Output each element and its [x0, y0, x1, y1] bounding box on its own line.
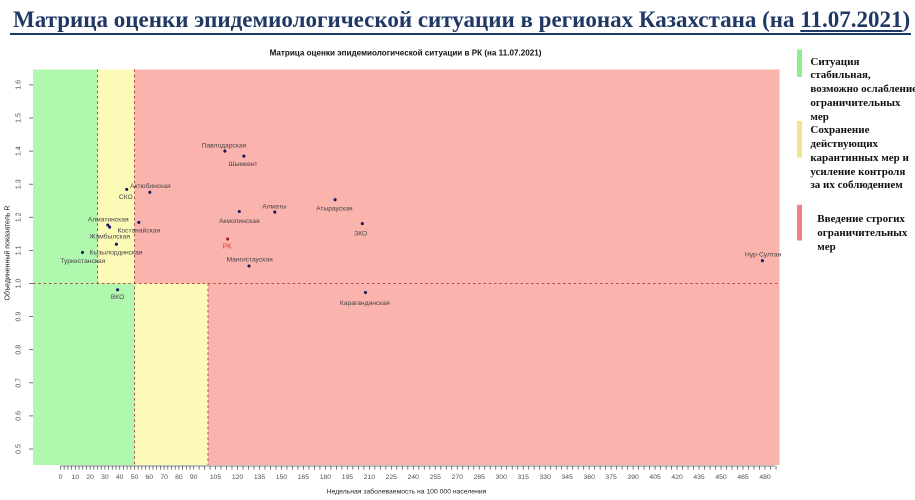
svg-text:0: 0	[59, 474, 63, 481]
svg-text:285: 285	[474, 474, 486, 481]
svg-text:465: 465	[737, 474, 749, 481]
svg-text:Объединенный показатель R: Объединенный показатель R	[3, 206, 11, 301]
svg-text:Шымкент: Шымкент	[228, 161, 257, 168]
svg-text:60: 60	[146, 474, 154, 481]
svg-text:0.5: 0.5	[16, 444, 23, 454]
svg-text:Недельная заболеваемость на 10: Недельная заболеваемость на 100 000 насе…	[327, 488, 487, 496]
svg-text:420: 420	[671, 474, 683, 481]
svg-text:135: 135	[254, 474, 266, 481]
svg-text:РК: РК	[223, 244, 233, 251]
svg-text:0.9: 0.9	[16, 312, 23, 322]
svg-text:405: 405	[649, 474, 661, 481]
svg-text:1.1: 1.1	[16, 245, 23, 255]
svg-text:180: 180	[320, 474, 332, 481]
svg-text:345: 345	[562, 474, 574, 481]
svg-text:270: 270	[452, 474, 464, 481]
svg-text:40: 40	[116, 474, 124, 481]
svg-text:Алматы: Алматы	[262, 204, 287, 211]
svg-text:Мангистауская: Мангистауская	[226, 256, 273, 263]
svg-text:210: 210	[364, 474, 376, 481]
svg-text:315: 315	[518, 474, 530, 481]
svg-text:Павлодарская: Павлодарская	[202, 143, 247, 150]
svg-text:390: 390	[627, 474, 639, 481]
svg-text:10: 10	[72, 474, 80, 481]
svg-text:375: 375	[605, 474, 617, 481]
svg-text:150: 150	[276, 474, 288, 481]
svg-text:Атырауская: Атырауская	[316, 205, 353, 212]
svg-text:195: 195	[342, 474, 354, 481]
svg-text:255: 255	[430, 474, 442, 481]
svg-text:330: 330	[540, 474, 552, 481]
svg-text:1.3: 1.3	[16, 179, 23, 189]
svg-text:Костанайская: Костанайская	[118, 227, 161, 235]
svg-text:240: 240	[408, 474, 420, 481]
svg-text:90: 90	[190, 474, 198, 481]
svg-text:Карагандинская: Карагандинская	[340, 300, 390, 307]
svg-text:360: 360	[584, 474, 596, 481]
svg-text:105: 105	[210, 474, 222, 481]
svg-text:20: 20	[86, 474, 94, 481]
svg-text:300: 300	[496, 474, 508, 481]
svg-text:120: 120	[232, 474, 244, 481]
svg-text:Кызылординская: Кызылординская	[90, 250, 143, 257]
svg-text:225: 225	[386, 474, 398, 481]
svg-text:0.7: 0.7	[16, 378, 23, 388]
svg-text:480: 480	[759, 474, 771, 481]
svg-text:450: 450	[715, 474, 727, 481]
svg-text:0.8: 0.8	[16, 345, 23, 355]
svg-text:Акмолинская: Акмолинская	[219, 218, 260, 225]
svg-text:Нур-Султан: Нур-Султан	[745, 251, 782, 258]
svg-text:Матрица оценки эпидемиологичес: Матрица оценки эпидемиологической ситуац…	[270, 49, 542, 58]
svg-text:0.6: 0.6	[16, 411, 23, 421]
svg-text:30: 30	[101, 474, 109, 481]
svg-text:50: 50	[131, 474, 139, 481]
svg-text:Алматинская: Алматинская	[88, 217, 129, 224]
svg-text:Туркестанская: Туркестанская	[60, 258, 105, 265]
svg-text:Актюбинская: Актюбинская	[130, 182, 171, 190]
svg-text:1.0: 1.0	[16, 279, 23, 289]
svg-text:80: 80	[175, 474, 183, 481]
svg-text:165: 165	[298, 474, 310, 481]
svg-text:ЗКО: ЗКО	[354, 231, 367, 238]
svg-text:СКО: СКО	[119, 194, 133, 201]
svg-text:ВКО: ВКО	[111, 294, 124, 301]
svg-text:1.6: 1.6	[16, 80, 23, 90]
svg-text:435: 435	[693, 474, 705, 481]
svg-text:1.5: 1.5	[16, 113, 23, 123]
svg-text:70: 70	[160, 474, 168, 481]
svg-text:1.4: 1.4	[16, 146, 23, 156]
svg-text:Жамбылская: Жамбылская	[89, 233, 130, 241]
svg-text:1.2: 1.2	[16, 212, 23, 222]
